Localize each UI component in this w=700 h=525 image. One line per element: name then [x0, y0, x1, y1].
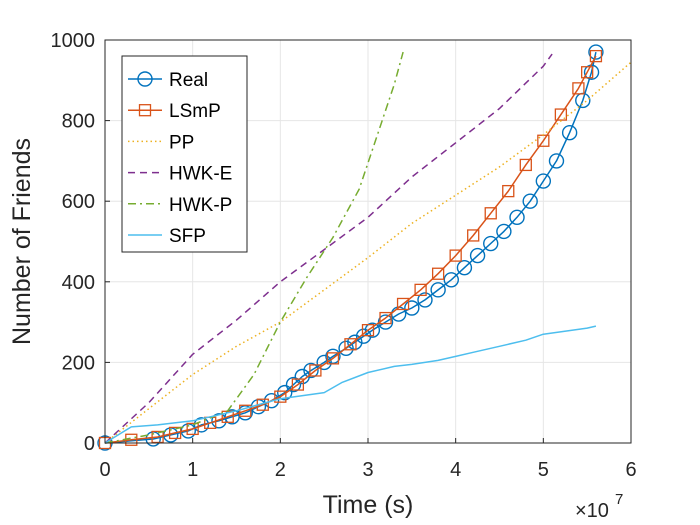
data-point-lsmp	[274, 390, 287, 403]
data-point-lsmp	[449, 249, 462, 262]
data-point-lsmp	[581, 66, 594, 79]
legend-item-real: Real	[128, 70, 208, 91]
legend-label-hwk-e: HWK-E	[169, 164, 232, 185]
data-point-real	[588, 44, 604, 60]
series-line-pp	[104, 61, 632, 444]
data-point-real	[417, 292, 433, 308]
data-point-lsmp	[519, 158, 532, 172]
legend-label-real: Real	[169, 70, 208, 91]
series-layer	[97, 44, 632, 451]
x-axis-ticks: 0 1 2 3 4 5 6	[99, 438, 637, 481]
data-point-real	[430, 282, 446, 298]
x-multiplier-exponent: 7	[615, 491, 623, 508]
data-point-lsmp	[572, 82, 585, 95]
data-point-real	[364, 322, 381, 338]
series-hwk-p	[104, 51, 404, 444]
data-point-lsmp	[502, 184, 515, 198]
y-tick-label: 600	[62, 191, 95, 213]
data-point-real	[338, 340, 354, 356]
series-line-real	[104, 51, 597, 444]
x-tick-label: 4	[450, 459, 461, 481]
y-tick-label: 1000	[51, 30, 96, 52]
legend: Real LSmP PP HWK-E HWK-P SFP	[121, 55, 248, 253]
y-tick-label: 400	[62, 272, 95, 294]
data-point-real	[263, 392, 280, 409]
data-point-lsmp	[168, 426, 182, 440]
series-pp	[104, 61, 632, 444]
series-sfp	[104, 325, 597, 444]
series-line-hwk-p	[104, 51, 404, 444]
x-tick-label: 2	[275, 459, 286, 481]
legend-label-pp: PP	[169, 132, 194, 153]
data-point-lsmp	[151, 430, 164, 444]
data-point-real	[483, 235, 499, 252]
data-point-lsmp	[344, 338, 357, 351]
data-point-lsmp	[467, 229, 480, 242]
data-point-real	[285, 376, 302, 393]
data-point-real	[469, 247, 486, 264]
y-tick-label: 800	[62, 111, 95, 133]
data-point-real	[535, 173, 552, 189]
data-point-lsmp	[291, 378, 305, 391]
legend-item-pp: PP	[128, 132, 194, 153]
x-axis-multiplier: ×10 7	[575, 491, 623, 522]
data-point-lsmp	[484, 207, 497, 220]
x-tick-label: 6	[625, 459, 636, 481]
x-axis-title: Time (s)	[323, 491, 414, 519]
x-multiplier-base: ×10	[575, 500, 609, 522]
legend-label-sfp: SFP	[169, 226, 206, 247]
data-point-lsmp	[431, 267, 445, 280]
series-line-hwk-e	[104, 53, 553, 444]
y-axis-title: Number of Friends	[8, 138, 36, 345]
data-point-real	[316, 354, 332, 371]
legend-item-hwk-e: HWK-E	[128, 164, 232, 185]
legend-marker-lsmp	[138, 104, 152, 117]
data-point-real	[522, 193, 538, 209]
legend-item-sfp: SFP	[128, 226, 206, 247]
legend-item-lsmp: LSmP	[128, 101, 221, 122]
x-tick-label: 3	[362, 459, 373, 481]
legend-box	[121, 55, 248, 253]
x-tick-label: 5	[538, 459, 549, 481]
y-tick-label: 200	[62, 352, 95, 374]
series-line-sfp	[104, 325, 597, 444]
data-point-real	[303, 362, 319, 379]
data-point-lsmp	[396, 297, 410, 311]
data-point-lsmp	[589, 49, 603, 63]
data-point-real	[548, 153, 565, 169]
y-axis-ticks: 0 200 400 600 800 1000	[51, 30, 110, 455]
legend-label-lsmp: LSmP	[169, 101, 221, 122]
data-point-lsmp	[326, 352, 340, 365]
data-point-lsmp	[379, 311, 392, 325]
x-tick-label: 1	[187, 459, 198, 481]
data-point-real	[404, 300, 420, 316]
data-point-lsmp	[186, 422, 199, 436]
data-point-lsmp	[361, 324, 375, 337]
legend-label-hwk-p: HWK-P	[169, 195, 232, 216]
legend-item-hwk-p: HWK-P	[128, 195, 232, 216]
x-tick-label: 0	[99, 459, 110, 481]
data-point-real	[561, 124, 578, 141]
data-point-lsmp	[309, 364, 322, 377]
data-point-real	[277, 384, 293, 401]
series-real	[97, 44, 604, 451]
series-hwk-e	[104, 53, 553, 444]
data-point-real	[456, 259, 473, 276]
data-point-real	[496, 223, 512, 240]
y-tick-label: 0	[84, 433, 95, 455]
legend-marker-real	[137, 71, 153, 87]
data-point-real	[509, 209, 525, 226]
data-point-lsmp	[239, 404, 252, 417]
data-point-lsmp	[414, 283, 427, 297]
